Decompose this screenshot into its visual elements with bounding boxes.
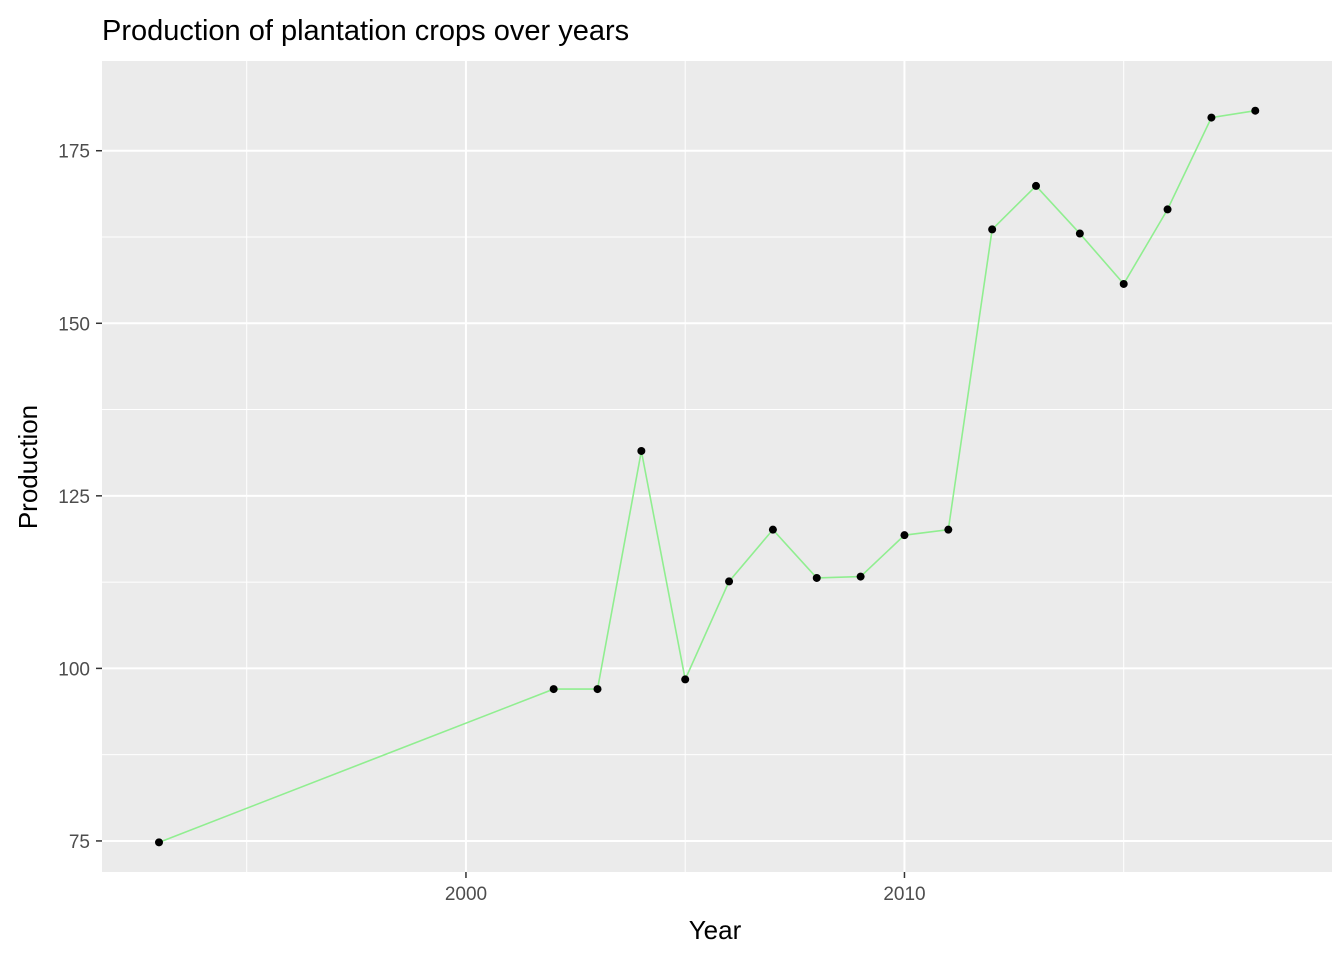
data-point <box>155 838 164 847</box>
data-point <box>856 572 865 581</box>
major-gridlines <box>102 61 1332 872</box>
data-point <box>900 531 909 540</box>
x-axis-title: Year <box>689 915 742 945</box>
data-point <box>1075 229 1084 238</box>
x-tick-label: 2000 <box>445 884 487 905</box>
y-tick-label: 75 <box>69 832 90 853</box>
data-point <box>549 685 558 694</box>
y-axis-title: Production <box>13 405 43 529</box>
data-point <box>725 577 734 586</box>
data-point <box>1163 205 1172 214</box>
data-point <box>1032 181 1041 190</box>
data-series <box>155 106 1260 847</box>
y-tick-label: 150 <box>58 314 90 335</box>
data-point <box>944 525 953 534</box>
data-point <box>988 225 997 234</box>
y-tick-label: 125 <box>58 487 90 508</box>
y-tick-label: 175 <box>58 142 90 163</box>
data-point <box>637 446 646 455</box>
axis-ticks: 2000 2010 75 100 125 150 175 <box>58 142 925 905</box>
data-point <box>812 573 821 582</box>
minor-gridlines <box>102 61 1332 872</box>
data-point <box>593 685 602 694</box>
data-point <box>1207 113 1216 122</box>
data-point <box>1119 279 1128 288</box>
data-point <box>768 525 777 534</box>
y-tick-label: 100 <box>58 659 90 680</box>
plot-panel <box>102 61 1332 872</box>
chart-title: Production of plantation crops over year… <box>102 15 629 47</box>
x-tick-label: 2010 <box>883 884 925 905</box>
data-point <box>1251 106 1260 115</box>
series-line <box>158 109 1256 844</box>
data-point <box>681 675 690 684</box>
